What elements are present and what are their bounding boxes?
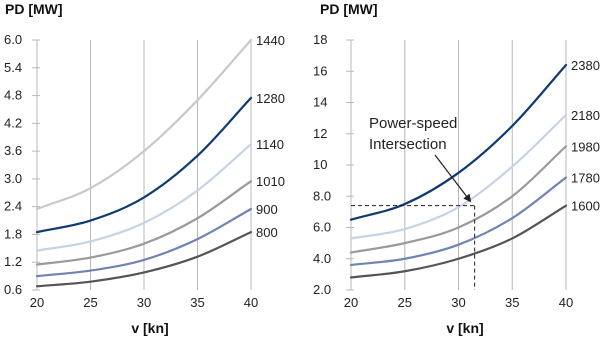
x-tick-label: 25 xyxy=(83,295,97,310)
right-grid xyxy=(346,39,567,291)
power-speed-intersection-annotation: Power-speed Intersection xyxy=(351,115,476,290)
y-tick-label: 4.2 xyxy=(4,115,22,130)
series-line-1600 xyxy=(349,204,568,279)
right-y-axis-label: PD [MW] xyxy=(320,1,378,17)
annotation-line-1: Power-speed xyxy=(369,115,457,132)
series-line-2380 xyxy=(349,63,568,221)
left-grid xyxy=(32,39,252,291)
series-line-1010 xyxy=(35,180,253,266)
series-label-900: 900 xyxy=(256,202,278,217)
x-tick-label: 25 xyxy=(398,295,412,310)
y-tick-label: 4.8 xyxy=(4,88,22,103)
right-x-axis-label: v [kn] xyxy=(446,320,483,336)
series-line-900 xyxy=(35,207,253,278)
y-tick-label: 18 xyxy=(313,32,327,47)
left-y-axis-label: PD [MW] xyxy=(5,1,63,17)
y-tick-label: 6.0 xyxy=(313,220,331,235)
y-tick-label: 0.6 xyxy=(4,282,22,297)
series-label-1780: 1780 xyxy=(571,171,600,186)
x-tick-label: 40 xyxy=(244,295,258,310)
y-tick-label: 8.0 xyxy=(313,188,331,203)
right-series-labels: 2380 2180 1980 1780 1600 xyxy=(571,58,600,214)
y-tick-label: 6.0 xyxy=(4,32,22,47)
series-label-800: 800 xyxy=(256,225,278,240)
y-tick-label: 10 xyxy=(313,157,327,172)
series-label-1280: 1280 xyxy=(256,91,285,106)
left-tick-labels: 20 25 30 35 40 0.6 1.2 1.8 2.4 3.0 3.6 4.2 4.8 5.4 6.0 xyxy=(4,32,258,310)
x-tick-label: 35 xyxy=(190,295,204,310)
annotation-line-2: Intersection xyxy=(369,136,447,153)
left-series-labels: 1440 1280 1140 1010 900 800 xyxy=(256,33,285,240)
series-label-2380: 2380 xyxy=(571,58,600,73)
x-tick-label: 35 xyxy=(505,295,519,310)
x-tick-label: 20 xyxy=(30,295,44,310)
series-line-800 xyxy=(35,231,253,288)
left-chart: PD [MW] 20 25 30 35 40 0.6 1.2 1.8 2.4 3.0 3.6 4.2 4… xyxy=(4,1,285,336)
x-tick-label: 40 xyxy=(559,295,573,310)
series-line-1280 xyxy=(35,96,253,234)
series-line-1140 xyxy=(35,143,253,252)
y-tick-label: 4.0 xyxy=(313,251,331,266)
y-tick-label: 1.2 xyxy=(4,254,22,269)
left-series-lines xyxy=(35,38,253,288)
x-tick-label: 30 xyxy=(451,295,465,310)
y-tick-label: 3.0 xyxy=(4,171,22,186)
annotation-arrow xyxy=(434,154,472,203)
series-label-1980: 1980 xyxy=(571,139,600,154)
y-tick-label: 2.0 xyxy=(313,282,331,297)
y-tick-label: 2.4 xyxy=(4,199,22,214)
right-chart: PD [MW] 20 25 30 35 40 2.0 4.0 6.0 8.0 10 12 14 16 18… xyxy=(313,1,600,336)
right-series-lines xyxy=(349,63,568,279)
x-tick-label: 20 xyxy=(344,295,358,310)
left-x-axis-label: v [kn] xyxy=(131,320,168,336)
series-line-1980 xyxy=(349,145,568,254)
series-label-1600: 1600 xyxy=(571,199,600,214)
series-label-1440: 1440 xyxy=(256,33,285,48)
series-line-1440 xyxy=(35,38,253,211)
y-tick-label: 12 xyxy=(313,126,327,141)
y-tick-label: 5.4 xyxy=(4,60,22,75)
series-label-1010: 1010 xyxy=(256,174,285,189)
y-tick-label: 3.6 xyxy=(4,143,22,158)
series-label-2180: 2180 xyxy=(571,108,600,123)
y-tick-label: 14 xyxy=(313,95,327,110)
y-tick-label: 16 xyxy=(313,63,327,78)
right-tick-labels: 20 25 30 35 40 2.0 4.0 6.0 8.0 10 12 14 16 18 xyxy=(313,32,573,310)
series-line-2180 xyxy=(349,113,568,240)
series-label-1140: 1140 xyxy=(256,137,284,152)
x-tick-label: 30 xyxy=(137,295,151,310)
series-line-1780 xyxy=(349,176,568,267)
y-tick-label: 1.8 xyxy=(4,226,22,241)
